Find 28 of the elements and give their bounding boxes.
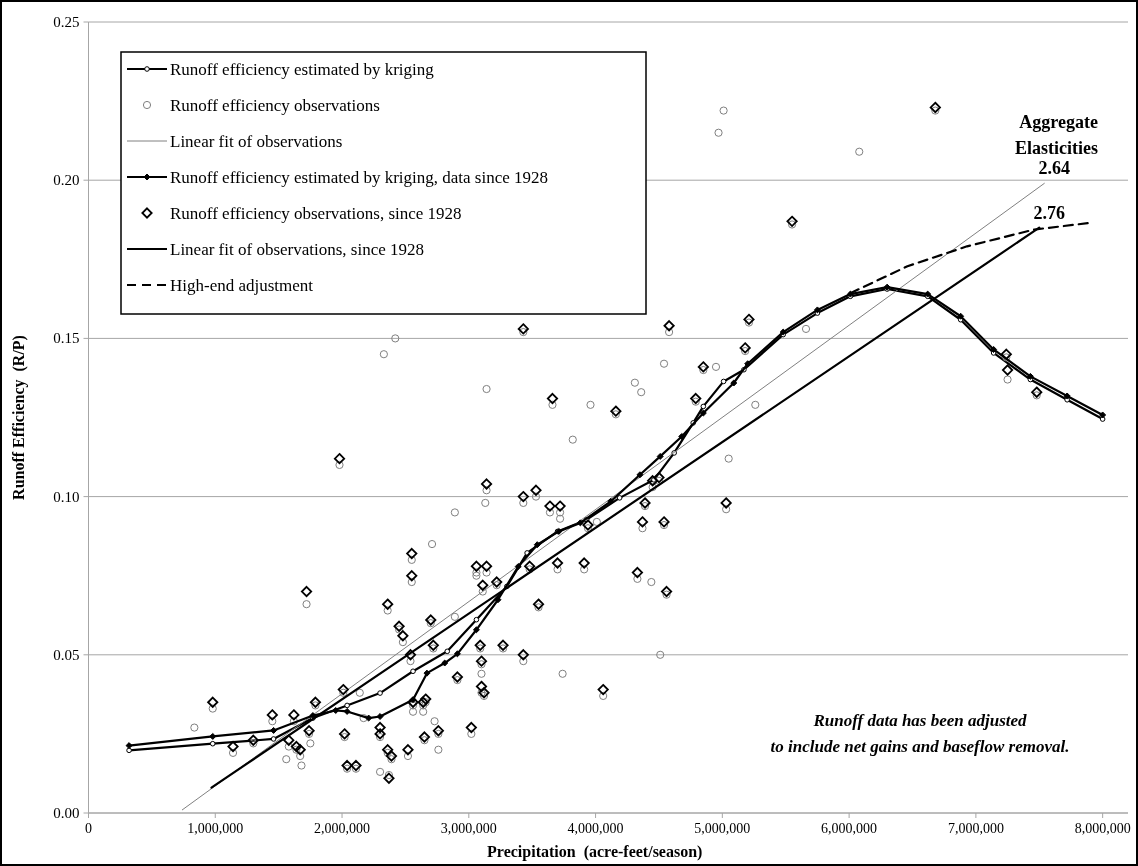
x-tick-label: 4,000,000 bbox=[567, 821, 624, 836]
x-tick-label: 3,000,000 bbox=[440, 821, 497, 836]
annotation: Aggregate Elasticities bbox=[1015, 112, 1099, 158]
annotation: 2.76 bbox=[1033, 202, 1066, 223]
legend-label: High-end adjustment bbox=[170, 276, 314, 295]
annotation: Runoff data has been adjusted to include net gains and baseflow removal. bbox=[770, 711, 1070, 756]
legend-label: Runoff efficiency estimated by kriging, data since 1928 bbox=[170, 168, 548, 187]
legend-label: Linear fit of observations, since 1928 bbox=[170, 240, 424, 259]
legend-label: Runoff efficiency observations, since 1928 bbox=[170, 204, 462, 223]
legend-label: Runoff efficiency observations bbox=[170, 96, 380, 115]
x-tick-label: 2,000,000 bbox=[314, 821, 371, 836]
legend-label: Linear fit of observations bbox=[170, 132, 343, 151]
x-tick-label: 5,000,000 bbox=[694, 821, 751, 836]
legend-label: Runoff efficiency estimated by kriging bbox=[170, 60, 435, 79]
annotation: 2.64 bbox=[1038, 158, 1071, 179]
y-tick-label: 0.10 bbox=[53, 488, 80, 505]
x-tick-label: 0 bbox=[85, 821, 92, 836]
y-tick-label: 0.00 bbox=[53, 805, 80, 821]
x-tick-label: 7,000,000 bbox=[947, 821, 1004, 836]
x-axis-title: Precipitation (acre-feet/season) bbox=[487, 843, 703, 861]
x-tick-label: 1,000,000 bbox=[187, 821, 244, 836]
y-axis-title: Runoff Efficiency (R/P) bbox=[10, 335, 28, 500]
y-tick-label: 0.05 bbox=[53, 646, 80, 663]
y-tick-label: 0.25 bbox=[53, 14, 80, 30]
x-tick-label: 8,000,000 bbox=[1074, 821, 1131, 836]
x-tick-label: 6,000,000 bbox=[821, 821, 878, 836]
y-tick-label: 0.15 bbox=[53, 330, 80, 347]
y-tick-label: 0.20 bbox=[53, 172, 80, 189]
